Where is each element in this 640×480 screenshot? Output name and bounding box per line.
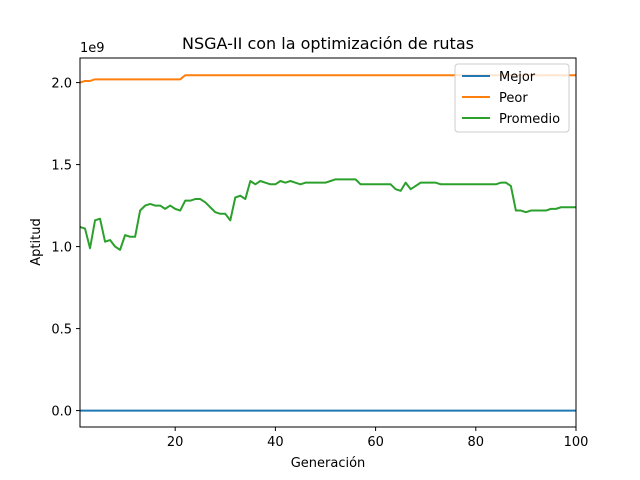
- x-tick-label: 80: [468, 435, 485, 450]
- x-tick-label: 20: [167, 435, 184, 450]
- series-line-promedio: [80, 178, 576, 251]
- legend-label-peor: Peor: [499, 91, 528, 106]
- x-tick-label: 40: [267, 435, 284, 450]
- y-offset-label: 1e9: [80, 41, 105, 56]
- x-tick-label: 60: [367, 435, 384, 450]
- plot-area: [79, 57, 577, 428]
- legend-label-promedio: Promedio: [499, 112, 560, 127]
- legend: Mejor Peor Promedio: [454, 63, 570, 133]
- x-axis-ticks: 20 40 60 80 100: [167, 427, 588, 450]
- legend-box: [454, 63, 570, 133]
- x-axis-label: Generación: [291, 456, 366, 471]
- y-tick-label: 1.5: [51, 159, 72, 174]
- y-axis-ticks: 0.0 0.5 1.0 1.5 2.0: [51, 77, 80, 420]
- y-tick-label: 0.5: [51, 323, 72, 338]
- chart-title: NSGA-II con la optimización de rutas: [182, 34, 474, 53]
- legend-label-mejor: Mejor: [499, 70, 536, 85]
- axes-frame: [79, 57, 577, 428]
- y-tick-label: 2.0: [51, 77, 72, 92]
- y-tick-label: 1.0: [51, 241, 72, 256]
- y-tick-label: 0.0: [51, 405, 72, 420]
- y-axis-label: Aptitud: [29, 218, 44, 265]
- x-tick-label: 100: [564, 435, 589, 450]
